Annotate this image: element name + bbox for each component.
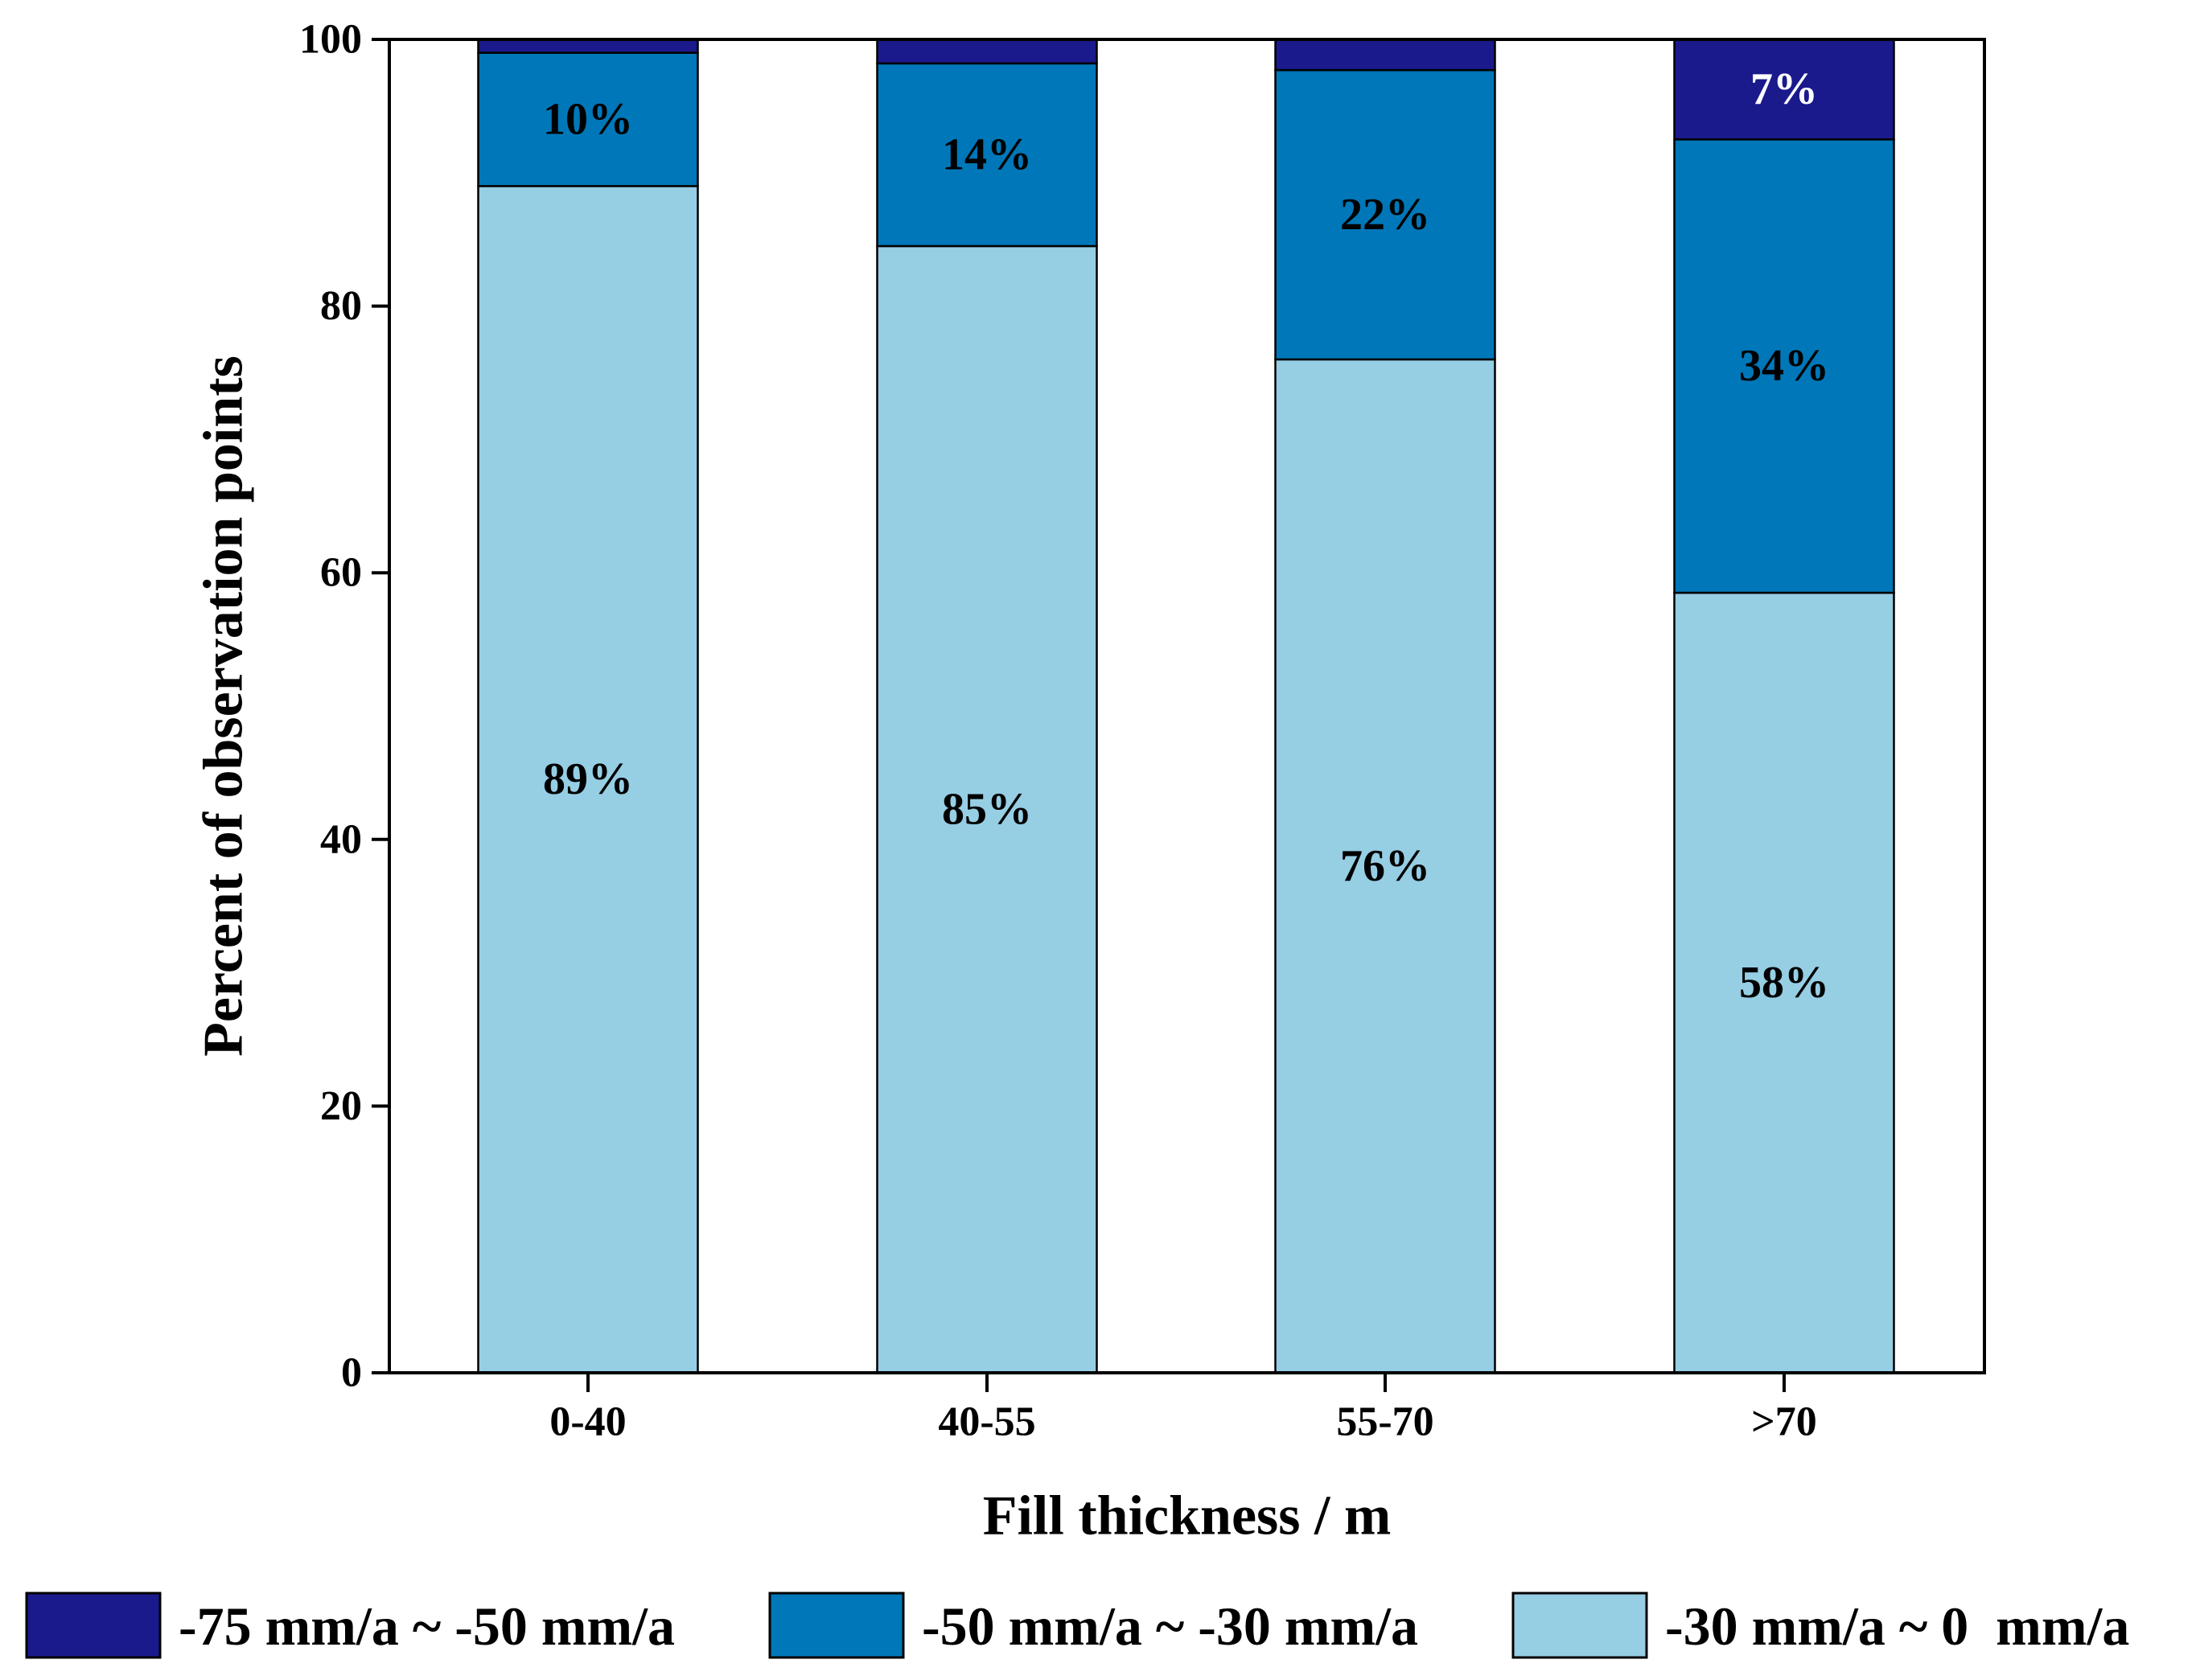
- data-label-0-40-series-1: 10%: [543, 94, 633, 144]
- legend-swatch-1: [768, 1592, 905, 1659]
- legend: -75 mm/a ~ -50 mm/a -50 mm/a ~ -30 mm/a -3…: [25, 1592, 2129, 1659]
- y-tick-label-20: 20: [320, 1083, 362, 1129]
- bar-70-series-1: [1673, 138, 1895, 594]
- data-label-40-55-series-1: 14%: [942, 129, 1032, 179]
- data-label-55-70-series-1: 22%: [1340, 190, 1430, 240]
- bar-40-55-series-2: [876, 38, 1098, 65]
- bar-55-70-series-1: [1274, 68, 1496, 361]
- y-tick-label-40: 40: [320, 816, 362, 862]
- plot-frame: [388, 38, 1986, 1374]
- bar-0-40-series-2: [477, 38, 699, 54]
- axes-layer: 0 20 40 60 80 100 0-40 40-55 55-70 >70 Fill thickn…: [193, 17, 1986, 1547]
- data-label-0-40-series-0: 89%: [543, 754, 633, 804]
- bar-55-70-series-2: [1274, 38, 1496, 72]
- y-axis-title: Percent of observation points: [193, 355, 255, 1057]
- bars-layer: [477, 38, 1895, 1374]
- bar-55-70-series-0: [1274, 358, 1496, 1374]
- bar-70-series-2: [1673, 38, 1895, 141]
- data-labels-layer: 89% 10% 85% 14% 76% 22% 58% 34% 7%: [543, 64, 1829, 1008]
- x-tick-label-70: >70: [1751, 1399, 1817, 1445]
- y-tick-label-60: 60: [320, 550, 362, 596]
- x-tick-label-0-40: 0-40: [549, 1399, 626, 1445]
- y-tick-label-0: 0: [341, 1350, 362, 1396]
- data-label-55-70-series-0: 76%: [1340, 841, 1430, 891]
- legend-label-1: -50 mm/a ~ -30 mm/a: [922, 1596, 1418, 1657]
- legend-label-0: -75 mm/a ~ -50 mm/a: [179, 1596, 675, 1657]
- data-label-40-55-series-0: 85%: [942, 784, 1032, 834]
- y-tick-label-80: 80: [320, 283, 362, 329]
- bar-70-series-0: [1673, 591, 1895, 1374]
- x-tick-label-40-55: 40-55: [938, 1399, 1035, 1445]
- bar-0-40-series-1: [477, 51, 699, 187]
- y-tick-label-100: 100: [299, 17, 362, 63]
- x-tick-label-55-70: 55-70: [1336, 1399, 1433, 1445]
- bar-40-55-series-1: [876, 62, 1098, 248]
- legend-swatch-2: [1511, 1592, 1648, 1659]
- legend-label-2: -30 mm/a ~ 0 mm/a: [1665, 1596, 2129, 1657]
- data-label-70-series-1: 34%: [1739, 341, 1829, 391]
- data-label-70-series-2: 7%: [1750, 64, 1818, 114]
- legend-swatch-0: [25, 1592, 162, 1659]
- x-axis-title: Fill thickness / m: [983, 1485, 1392, 1547]
- data-label-70-series-0: 58%: [1739, 958, 1829, 1008]
- bar-0-40-series-0: [477, 185, 699, 1374]
